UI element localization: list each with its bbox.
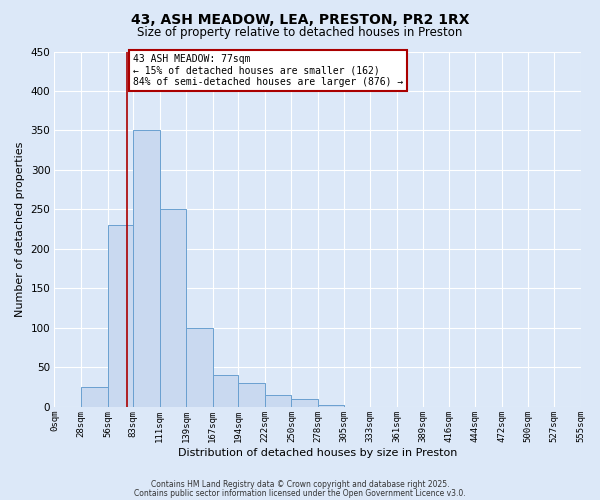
Bar bbox=[213, 376, 238, 407]
Y-axis label: Number of detached properties: Number of detached properties bbox=[15, 142, 25, 317]
Text: Contains HM Land Registry data © Crown copyright and database right 2025.: Contains HM Land Registry data © Crown c… bbox=[151, 480, 449, 489]
Text: Contains public sector information licensed under the Open Government Licence v3: Contains public sector information licen… bbox=[134, 490, 466, 498]
Bar bbox=[318, 406, 344, 407]
Bar bbox=[186, 328, 213, 407]
Text: 43 ASH MEADOW: 77sqm
← 15% of detached houses are smaller (162)
84% of semi-deta: 43 ASH MEADOW: 77sqm ← 15% of detached h… bbox=[133, 54, 403, 87]
Bar bbox=[160, 210, 186, 407]
Bar bbox=[133, 130, 160, 407]
Bar bbox=[238, 383, 265, 407]
Bar bbox=[107, 226, 133, 407]
Bar bbox=[265, 395, 292, 407]
Bar bbox=[81, 387, 107, 407]
X-axis label: Distribution of detached houses by size in Preston: Distribution of detached houses by size … bbox=[178, 448, 457, 458]
Bar bbox=[292, 399, 318, 407]
Text: Size of property relative to detached houses in Preston: Size of property relative to detached ho… bbox=[137, 26, 463, 39]
Text: 43, ASH MEADOW, LEA, PRESTON, PR2 1RX: 43, ASH MEADOW, LEA, PRESTON, PR2 1RX bbox=[131, 12, 469, 26]
